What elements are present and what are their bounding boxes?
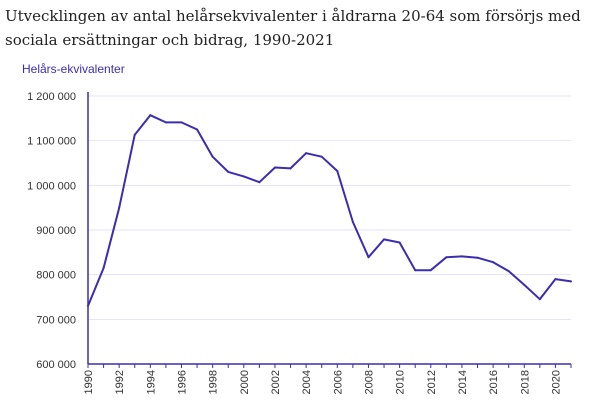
data-point [133, 133, 136, 136]
x-tick-label: 1996 [176, 370, 188, 394]
data-point [164, 121, 167, 124]
x-tick-labels: 1990 1992 1994 1996 1998 2000 2002 2004 2006 2008… [83, 370, 562, 394]
data-point [554, 278, 557, 281]
x-tick-label: 1998 [208, 370, 220, 394]
x-tick-label: 2008 [363, 370, 375, 394]
data-point [289, 167, 292, 170]
data-point [273, 166, 276, 169]
data-point [523, 283, 526, 286]
x-tick-label: 2004 [301, 370, 313, 394]
x-tick-label: 2014 [457, 370, 469, 394]
x-tick-label: 2010 [395, 370, 407, 394]
data-point [570, 280, 572, 283]
data-point [118, 206, 121, 209]
data-point [398, 241, 401, 244]
data-point [538, 298, 541, 301]
data-point [351, 220, 354, 223]
y-tick-label: 700 000 [36, 314, 76, 326]
data-point [258, 181, 261, 184]
data-point [180, 121, 183, 124]
x-tick-label: 1990 [83, 370, 95, 394]
data-point [492, 261, 495, 264]
x-tick-label: 1994 [145, 370, 157, 394]
x-tick-label: 2000 [239, 370, 251, 394]
data-point [476, 256, 479, 259]
data-point [102, 266, 105, 269]
data-point [367, 256, 370, 259]
data-point [445, 256, 448, 259]
data-point [196, 128, 199, 131]
series-line [87, 114, 572, 307]
data-point [211, 155, 214, 158]
data-point [87, 304, 89, 307]
x-tick-label: 2012 [426, 370, 438, 394]
data-point [336, 170, 339, 173]
data-point [242, 175, 245, 178]
y-axis-label: Helårs-ekvivalenter [22, 62, 125, 76]
y-tick-label: 1 000 000 [27, 180, 76, 192]
x-tick-label: 2020 [550, 370, 562, 394]
chart-title: Utvecklingen av antal helårsekvivalenter… [5, 7, 581, 49]
axes [87, 92, 572, 368]
y-tick-labels: 600 000 700 000 800 000 900 000 1 000 000 1 1… [27, 91, 76, 371]
x-tick-label: 2016 [488, 370, 500, 394]
y-tick-label: 600 000 [36, 359, 76, 371]
gridlines [88, 95, 571, 320]
data-point [429, 269, 432, 272]
data-point [383, 238, 386, 241]
y-tick-label: 1 100 000 [27, 136, 76, 148]
y-tick-label: 1 200 000 [27, 91, 76, 103]
data-point [227, 170, 230, 173]
series-layer [87, 114, 572, 307]
x-tick-label: 2006 [332, 370, 344, 394]
x-tick-label: 2002 [270, 370, 282, 394]
data-point [149, 114, 152, 117]
data-point [305, 152, 308, 155]
data-point [507, 270, 510, 273]
data-point [320, 155, 323, 158]
y-tick-label: 900 000 [36, 225, 76, 237]
y-tick-label: 800 000 [36, 270, 76, 282]
x-tick-label: 1992 [114, 370, 126, 394]
data-point [414, 269, 417, 272]
data-point [460, 255, 463, 258]
x-tick-label: 2018 [519, 370, 531, 394]
